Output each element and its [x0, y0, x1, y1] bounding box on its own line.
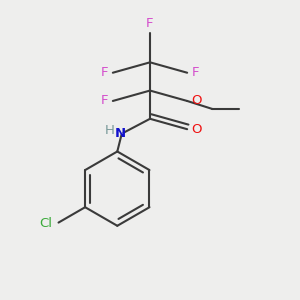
Text: F: F	[101, 94, 108, 107]
Text: O: O	[192, 123, 202, 136]
Text: F: F	[101, 66, 108, 79]
Text: O: O	[192, 94, 202, 107]
Text: F: F	[192, 66, 199, 79]
Text: N: N	[115, 127, 126, 140]
Text: H: H	[104, 124, 114, 137]
Text: F: F	[146, 16, 154, 30]
Text: Cl: Cl	[39, 217, 52, 230]
